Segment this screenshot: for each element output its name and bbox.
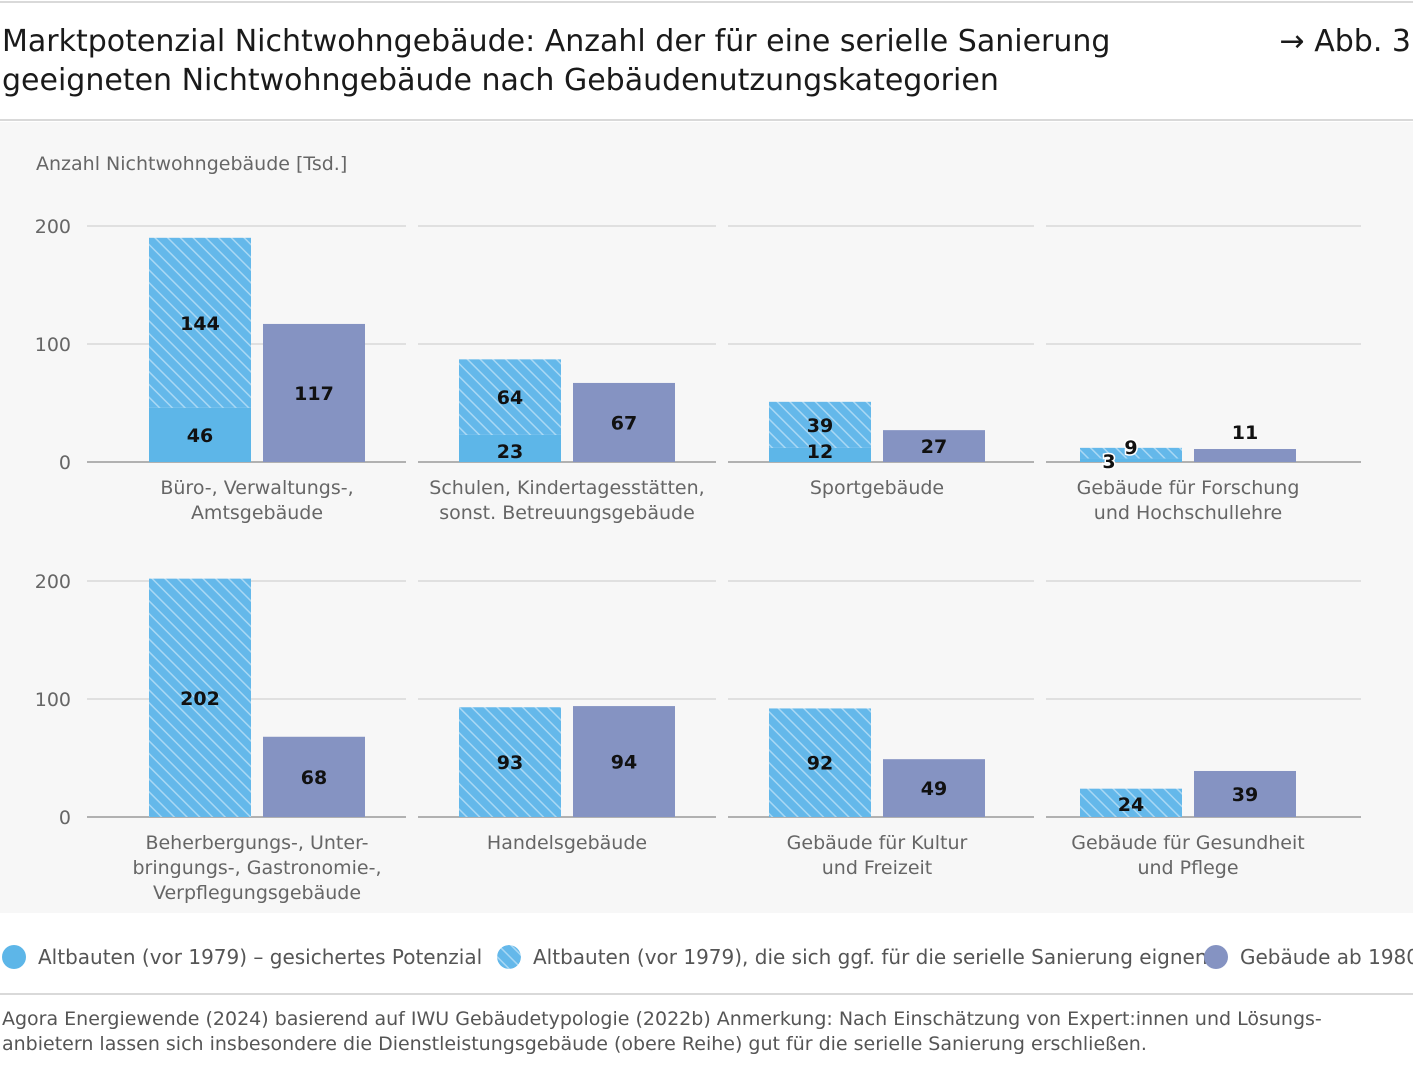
legend: Altbauten (vor 1979) – gesichertes Poten… bbox=[0, 940, 1413, 974]
bar-new bbox=[1194, 770, 1296, 817]
bar-potential bbox=[149, 578, 251, 817]
bar-new bbox=[263, 736, 365, 817]
bar-potential bbox=[769, 401, 871, 448]
footer-divider bbox=[0, 993, 1413, 995]
bar-new bbox=[883, 759, 985, 817]
category-label: Verpflegungsgebäude bbox=[153, 882, 361, 904]
header-divider bbox=[0, 119, 1413, 121]
category-label: Gebäude für Gesundheit bbox=[1071, 832, 1304, 854]
bar-secured bbox=[149, 407, 251, 462]
category-label: Schulen, Kindertagesstätten, bbox=[429, 477, 704, 499]
bar-new bbox=[573, 706, 675, 817]
y-axis-label: Anzahl Nichtwohngebäude [Tsd.] bbox=[36, 153, 347, 175]
bar-new bbox=[263, 323, 365, 462]
data-label-secured: 46 bbox=[187, 425, 213, 447]
bar-secured bbox=[769, 447, 871, 462]
legend-item-secured: Altbauten (vor 1979) – gesichertes Poten… bbox=[2, 940, 482, 974]
legend-swatch-secured bbox=[2, 945, 26, 969]
bar-new bbox=[1194, 449, 1296, 462]
source-note: Agora Energiewende (2024) basierend auf … bbox=[2, 1007, 1402, 1057]
data-label-new: 39 bbox=[1232, 784, 1258, 806]
data-label-new: 117 bbox=[294, 383, 334, 405]
data-label-new: 49 bbox=[921, 778, 947, 800]
y-tick-label: 200 bbox=[35, 216, 71, 238]
category-label: Büro-, Verwaltungs-, bbox=[160, 477, 353, 499]
data-label-potential: 24 bbox=[1118, 794, 1144, 816]
bar-secured bbox=[1080, 458, 1182, 462]
data-label-potential: 144 bbox=[180, 313, 220, 335]
legend-item-new: Gebäude ab 1980 bbox=[1204, 940, 1413, 974]
y-tick-label: 200 bbox=[35, 571, 71, 593]
data-label-new: 68 bbox=[301, 767, 327, 789]
legend-label-new: Gebäude ab 1980 bbox=[1240, 945, 1413, 969]
data-label-potential: 93 bbox=[497, 752, 523, 774]
category-label: und Hochschullehre bbox=[1094, 502, 1282, 524]
bar-potential bbox=[149, 237, 251, 408]
data-label-new: 67 bbox=[611, 412, 637, 434]
figure-reference: → Abb. 3 bbox=[1279, 24, 1411, 59]
legend-swatch-potential bbox=[497, 945, 521, 969]
category-label: sonst. Betreuungsgebäude bbox=[439, 502, 695, 524]
legend-item-potential: Altbauten (vor 1979), die sich ggf. für … bbox=[497, 940, 1208, 974]
legend-label-secured: Altbauten (vor 1979) – gesichertes Poten… bbox=[38, 945, 483, 969]
bar-potential bbox=[769, 708, 871, 817]
bar-potential bbox=[459, 359, 561, 435]
source-note-line-1: Agora Energiewende (2024) basierend auf … bbox=[2, 1008, 1322, 1030]
bar-chart: Anzahl Nichtwohngebäude [Tsd.] 0 100 200 0 1… bbox=[35, 153, 1361, 904]
source-note-line-2: anbietern lassen sich insbesondere die D… bbox=[2, 1033, 1147, 1055]
data-label-new: 27 bbox=[921, 436, 947, 458]
category-label: Handelsgebäude bbox=[487, 832, 647, 854]
data-label-secured: 23 bbox=[497, 441, 523, 463]
data-label-new: 94 bbox=[611, 752, 637, 774]
y-tick-label: 0 bbox=[59, 452, 71, 474]
data-label-potential: 202 bbox=[180, 688, 220, 710]
top-border bbox=[0, 1, 1413, 3]
category-label: Amtsgebäude bbox=[191, 502, 323, 524]
bar-potential bbox=[459, 707, 561, 817]
bar-new bbox=[573, 382, 675, 462]
y-tick-label: 0 bbox=[59, 807, 71, 829]
category-label: Beherbergungs-, Unter- bbox=[145, 832, 368, 854]
legend-swatch-new bbox=[1204, 945, 1228, 969]
data-label-potential: 39 bbox=[807, 415, 833, 437]
legend-label-potential: Altbauten (vor 1979), die sich ggf. für … bbox=[533, 945, 1208, 969]
chart-panel: Anzahl Nichtwohngebäude [Tsd.] 0 100 200 0 1… bbox=[0, 122, 1413, 913]
chart-title-line-2: geeigneten Nichtwohngebäude nach Gebäude… bbox=[2, 63, 999, 98]
category-label: und Pflege bbox=[1137, 857, 1238, 879]
y-tick-label: 100 bbox=[35, 334, 71, 356]
data-label-potential: 92 bbox=[807, 753, 833, 775]
category-label: Sportgebäude bbox=[810, 477, 944, 499]
chart-title-line-1: Marktpotenzial Nichtwohngebäude: Anzahl … bbox=[2, 24, 1111, 59]
category-label: Gebäude für Forschung bbox=[1077, 477, 1300, 499]
data-label-secured: 12 bbox=[807, 441, 833, 463]
y-tick-label: 100 bbox=[35, 689, 71, 711]
data-label-potential: 9 bbox=[1124, 437, 1137, 459]
category-label: Gebäude für Kultur bbox=[787, 832, 968, 854]
bar-potential bbox=[1080, 788, 1182, 817]
data-label-secured: 3 bbox=[1102, 451, 1115, 473]
bar-potential bbox=[1080, 447, 1182, 459]
category-label: und Freizeit bbox=[822, 857, 932, 879]
category-label: bringungs-, Gastronomie-, bbox=[132, 857, 381, 879]
chart-title: Marktpotenzial Nichtwohngebäude: Anzahl … bbox=[2, 22, 1182, 100]
bar-new bbox=[883, 430, 985, 462]
data-label-new: 11 bbox=[1232, 422, 1258, 444]
data-label-potential: 64 bbox=[497, 387, 523, 409]
bar-secured bbox=[459, 434, 561, 462]
